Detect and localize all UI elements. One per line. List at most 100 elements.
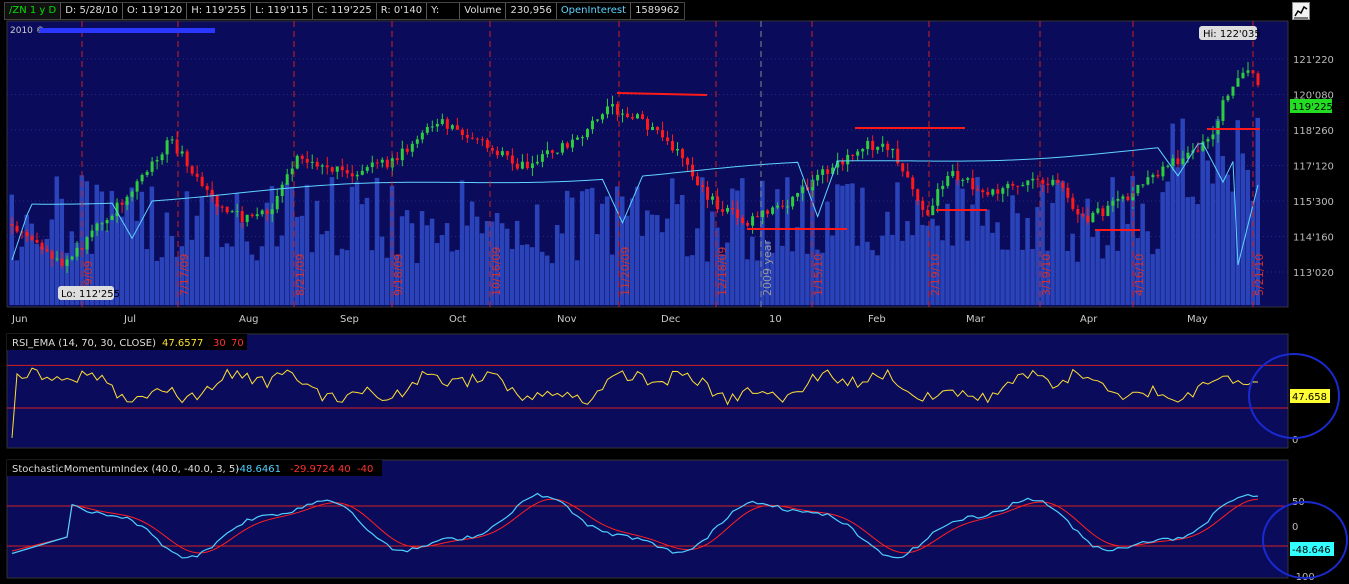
volume-bar xyxy=(650,214,655,305)
candle-body xyxy=(305,158,309,163)
candle-body xyxy=(170,139,174,141)
candle-body xyxy=(966,178,970,180)
candle-body xyxy=(195,173,199,177)
month-label: May xyxy=(1187,314,1208,325)
volume-bar xyxy=(780,245,785,305)
candle-body xyxy=(490,148,494,151)
volume-bar xyxy=(224,243,230,305)
candle-body xyxy=(636,114,639,119)
volume-bar xyxy=(24,214,30,305)
month-label: Jun xyxy=(11,314,28,325)
candle-body xyxy=(415,139,419,144)
candle-body xyxy=(1241,72,1245,79)
volume-bar xyxy=(735,190,740,305)
candle-body xyxy=(696,176,700,186)
candle-body xyxy=(801,187,805,194)
volume-bar xyxy=(1115,250,1120,305)
candle-body xyxy=(1141,184,1145,186)
volume-bar xyxy=(494,212,500,305)
date-marker-label: 4/16/10 xyxy=(1133,254,1146,296)
volume-bar xyxy=(1220,155,1225,305)
volume-bar xyxy=(169,235,175,305)
volume-bar xyxy=(850,183,855,305)
candle-body xyxy=(701,185,705,187)
volume-bar xyxy=(19,246,25,305)
candle-body xyxy=(445,119,449,129)
candle-body xyxy=(1096,208,1100,213)
volume-bar xyxy=(624,215,630,305)
rsi-panel[interactable]: RSI_EMA (14, 70, 30, CLOSE) 47.6577 30 70 0 4… xyxy=(6,333,1330,449)
candle-body xyxy=(475,138,479,140)
candle-body xyxy=(25,232,29,237)
volume-bar xyxy=(14,260,20,305)
candle-body xyxy=(210,189,214,196)
volume-bar xyxy=(1045,250,1050,305)
candle-body xyxy=(1121,196,1125,199)
volume-bar xyxy=(975,177,980,305)
volume-bar xyxy=(434,243,440,305)
candle-body xyxy=(1026,180,1030,186)
candle-body xyxy=(756,216,760,218)
volume-bar xyxy=(960,188,965,305)
candle-body xyxy=(340,166,344,171)
candle-body xyxy=(605,106,609,115)
volume-bar xyxy=(114,213,120,305)
price-panel[interactable]: 121'220 120'080 118'260 117'120 115'300 114'1… xyxy=(6,20,1334,325)
redacted-bar xyxy=(40,28,215,33)
low-label: L: 119'115 xyxy=(251,3,314,19)
date-marker-label: 2/19/10 xyxy=(929,254,942,296)
volume-bar xyxy=(1230,191,1235,305)
price-axis-label: 114'160 xyxy=(1293,233,1334,244)
candle-body xyxy=(886,143,890,151)
candle-body xyxy=(355,174,359,177)
candle-body xyxy=(230,211,234,213)
candle-body xyxy=(185,151,189,167)
candle-body xyxy=(580,137,584,139)
volume-bar xyxy=(955,179,960,305)
price-axis-label: 118'260 xyxy=(1293,126,1334,137)
candle-body xyxy=(1066,187,1070,198)
volume-bar xyxy=(314,200,320,305)
volume-bar xyxy=(179,246,185,305)
volume-bar xyxy=(800,185,805,305)
volume-bar xyxy=(464,225,470,305)
volume-bar xyxy=(775,189,780,305)
candle-body xyxy=(360,170,364,175)
volume-bar xyxy=(124,201,130,305)
candle-body xyxy=(465,135,469,138)
volume-bar xyxy=(429,218,435,305)
candle-body xyxy=(345,170,349,174)
volume-bar xyxy=(1195,204,1200,305)
candle-body xyxy=(1156,174,1160,177)
candle-body xyxy=(666,137,670,142)
volume-bar xyxy=(74,242,80,305)
symbol-label[interactable]: /ZN 1 y D xyxy=(5,3,62,19)
candle-body xyxy=(285,174,289,185)
candle-body xyxy=(480,139,484,141)
volume-bar xyxy=(1180,118,1185,305)
volume-bar xyxy=(1090,237,1095,305)
candle-body xyxy=(115,202,119,217)
volume-bar xyxy=(44,238,50,305)
chart-style-icon[interactable] xyxy=(1292,2,1310,20)
candle-body xyxy=(570,139,574,148)
volume-bar xyxy=(69,231,75,305)
candle-body xyxy=(1161,166,1165,177)
candle-body xyxy=(971,178,975,190)
candle-body xyxy=(410,143,414,152)
volume-bar xyxy=(209,193,215,305)
volume-bar xyxy=(519,245,525,305)
smi-panel[interactable]: StochasticMomentumIndex (40.0, -40.0, 3,… xyxy=(6,459,1334,583)
candle-body xyxy=(335,166,339,172)
volume-bar xyxy=(730,188,735,305)
volume-bar xyxy=(344,250,350,305)
candle-body xyxy=(265,210,269,215)
volume-bar xyxy=(469,201,475,305)
candle-body xyxy=(1256,73,1260,86)
candle-body xyxy=(851,154,855,156)
date-label: D: 5/28/10 xyxy=(61,3,124,19)
volume-bar xyxy=(710,211,715,305)
candle-body xyxy=(515,163,519,169)
candle-body xyxy=(110,216,114,221)
